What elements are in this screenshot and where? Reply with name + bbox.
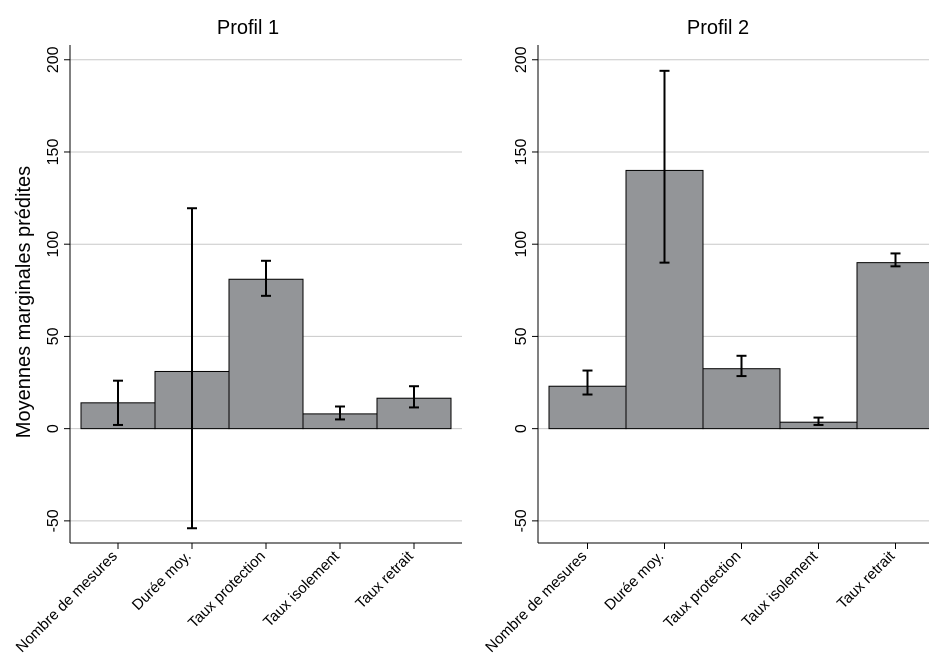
y-tick-label: 100	[513, 231, 530, 258]
panel-1: Profil 1 -50 0 50 100 150 200 Nombre de mesures…	[13, 17, 462, 656]
x-tick-label: Taux protection	[185, 548, 269, 632]
y-tick-label: 150	[45, 139, 62, 166]
bar	[856, 262, 929, 430]
panel-title: Profil 2	[687, 17, 749, 39]
y-tick-label: 50	[513, 327, 530, 345]
x-tick-label: Taux protection	[660, 548, 744, 632]
y-tick-label: -50	[513, 509, 530, 532]
x-tick-label: Durée moy.	[129, 548, 195, 614]
x-tick-label: Taux retrait	[352, 547, 417, 612]
bar	[702, 368, 781, 430]
y-tick-label: -50	[45, 509, 62, 532]
y-tick-label: 50	[45, 327, 62, 345]
bar	[228, 278, 304, 430]
x-tick-label: Nombre de mesures	[13, 548, 121, 656]
panel-title: Profil 1	[217, 17, 279, 39]
y-tick-label: 200	[45, 46, 62, 73]
y-tick-label: 150	[513, 139, 530, 166]
x-tick-label: Durée moy.	[601, 548, 667, 614]
y-tick-label: 100	[45, 231, 62, 258]
y-tick-label: 200	[513, 46, 530, 73]
y-tick-label: 0	[45, 424, 62, 433]
x-tick-label: Taux retrait	[834, 547, 899, 612]
y-axis-label: Moyennes marginales prédites	[13, 166, 35, 438]
x-tick-label: Taux isolement	[739, 547, 822, 630]
panel-2: Profil 2 -50 0 50 100 150 200 Nombre de mesures…	[482, 17, 929, 656]
y-tick-label: 0	[513, 424, 530, 433]
x-tick-label: Nombre de mesures	[482, 548, 590, 656]
x-tick-label: Taux isolement	[260, 547, 343, 630]
